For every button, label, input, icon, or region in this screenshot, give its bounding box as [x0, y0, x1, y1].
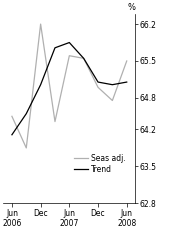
Trend [39, 83, 42, 86]
Trend [54, 46, 56, 49]
Line: Trend: Trend [12, 43, 127, 135]
Seas adj. [97, 86, 99, 89]
Seas adj. [25, 146, 27, 149]
Trend [111, 83, 113, 86]
Seas adj. [39, 23, 42, 25]
Seas adj. [11, 115, 13, 118]
Trend [25, 112, 27, 115]
Trend [97, 81, 99, 83]
Trend [126, 81, 128, 83]
Seas adj. [68, 54, 70, 57]
Trend [83, 57, 85, 60]
Seas adj. [54, 120, 56, 123]
Seas adj. [126, 60, 128, 62]
Legend: Seas adj., Trend: Seas adj., Trend [71, 151, 129, 177]
Trend [68, 41, 70, 44]
Trend [11, 133, 13, 136]
Seas adj. [111, 99, 113, 102]
Line: Seas adj.: Seas adj. [12, 24, 127, 148]
Seas adj. [83, 57, 85, 60]
Text: %: % [127, 3, 135, 12]
